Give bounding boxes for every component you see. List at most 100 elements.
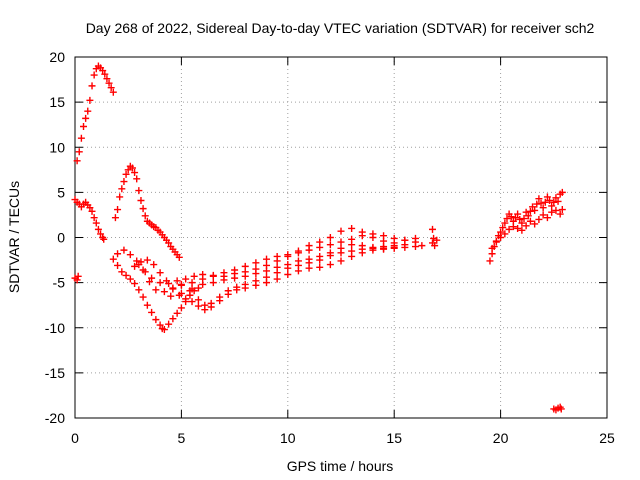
data-point bbox=[97, 230, 105, 238]
data-point bbox=[88, 207, 96, 215]
data-point bbox=[73, 276, 81, 284]
data-point bbox=[116, 193, 124, 201]
data-point bbox=[518, 226, 526, 234]
data-point bbox=[520, 215, 528, 223]
data-point bbox=[86, 96, 94, 104]
data-point bbox=[369, 234, 377, 241]
data-point bbox=[284, 251, 292, 259]
data-point bbox=[430, 234, 438, 242]
data-point bbox=[509, 223, 517, 231]
data-point bbox=[529, 203, 537, 211]
data-point bbox=[145, 278, 153, 286]
data-point bbox=[173, 277, 181, 285]
data-point bbox=[263, 267, 271, 275]
data-point bbox=[122, 271, 130, 279]
data-point bbox=[294, 267, 302, 275]
data-point bbox=[252, 270, 260, 278]
chart-title: Day 268 of 2022, Sidereal Day-to-day VTE… bbox=[86, 20, 595, 36]
data-point bbox=[273, 252, 281, 260]
data-point bbox=[305, 242, 313, 250]
data-point bbox=[337, 244, 345, 252]
data-point bbox=[73, 157, 81, 165]
data-point bbox=[326, 234, 334, 241]
data-point bbox=[514, 210, 522, 218]
data-point bbox=[207, 303, 215, 311]
data-point bbox=[131, 262, 139, 270]
data-point bbox=[160, 288, 168, 296]
data-point bbox=[133, 257, 141, 265]
data-point bbox=[120, 178, 128, 186]
data-point bbox=[188, 285, 196, 293]
data-point bbox=[252, 259, 260, 267]
data-point bbox=[316, 252, 324, 260]
data-point bbox=[526, 207, 534, 215]
data-point bbox=[194, 302, 202, 310]
data-point bbox=[252, 281, 260, 289]
data-point bbox=[241, 284, 249, 292]
data-point bbox=[522, 222, 530, 230]
data-point bbox=[305, 264, 313, 272]
data-point bbox=[143, 256, 151, 264]
data-point bbox=[169, 315, 177, 323]
series-mid-band-5 bbox=[167, 241, 398, 300]
data-point bbox=[358, 228, 366, 236]
data-point bbox=[548, 202, 556, 210]
data-point bbox=[220, 269, 228, 277]
data-point bbox=[554, 197, 562, 205]
data-point bbox=[131, 169, 139, 177]
series-hour-16-17 bbox=[429, 225, 441, 250]
data-point bbox=[150, 261, 158, 269]
data-point bbox=[497, 234, 505, 241]
data-point bbox=[107, 84, 115, 92]
data-point bbox=[557, 405, 565, 413]
data-point bbox=[431, 242, 439, 250]
data-point bbox=[90, 71, 98, 79]
y-tick-label: 5 bbox=[57, 184, 65, 200]
data-point bbox=[284, 271, 292, 279]
y-axis-label: SDTVAR / TECUs bbox=[6, 181, 22, 293]
data-point bbox=[114, 206, 122, 214]
data-point bbox=[348, 241, 356, 249]
data-point bbox=[305, 255, 313, 263]
series-first-dip bbox=[109, 255, 202, 334]
data-point bbox=[109, 255, 117, 263]
data-point bbox=[552, 206, 560, 214]
y-tick-label: -5 bbox=[53, 275, 66, 291]
data-point bbox=[552, 194, 560, 202]
data-point bbox=[128, 164, 136, 172]
data-point bbox=[77, 134, 85, 142]
data-point bbox=[177, 304, 185, 312]
data-point bbox=[80, 122, 88, 130]
data-point bbox=[224, 290, 232, 298]
data-point bbox=[152, 316, 160, 324]
data-point bbox=[526, 217, 534, 225]
data-point bbox=[188, 298, 196, 306]
data-point bbox=[100, 235, 108, 243]
data-point bbox=[126, 275, 134, 283]
data-point bbox=[165, 320, 173, 328]
data-point bbox=[263, 279, 271, 287]
data-point bbox=[231, 274, 239, 282]
data-point bbox=[156, 321, 164, 329]
data-point bbox=[516, 215, 524, 223]
data-point bbox=[109, 88, 117, 96]
data-point bbox=[390, 244, 398, 252]
x-tick-label: 10 bbox=[280, 430, 296, 446]
data-point bbox=[103, 75, 111, 83]
data-point bbox=[182, 275, 190, 283]
data-point bbox=[499, 224, 507, 232]
data-point bbox=[90, 214, 98, 222]
data-point bbox=[165, 239, 173, 247]
data-point bbox=[177, 289, 185, 297]
series-early-peak bbox=[73, 62, 117, 165]
data-point bbox=[511, 214, 519, 222]
data-point bbox=[505, 225, 513, 233]
data-point bbox=[369, 244, 377, 252]
y-tick-label: -20 bbox=[45, 410, 65, 426]
data-point bbox=[294, 247, 302, 255]
data-point bbox=[124, 166, 132, 174]
data-point bbox=[139, 293, 147, 301]
data-point bbox=[558, 188, 566, 196]
data-point bbox=[337, 257, 345, 265]
y-tick-label: -15 bbox=[45, 365, 65, 381]
